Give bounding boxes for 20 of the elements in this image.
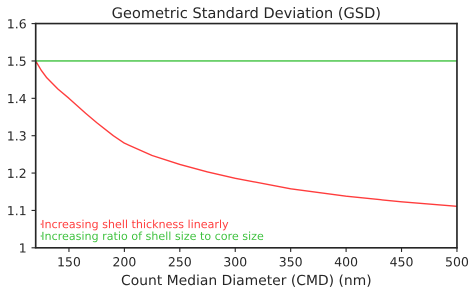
chart-title: Geometric Standard Deviation (GSD) [112, 6, 380, 20]
y-tick-label: 1.1 [8, 206, 26, 216]
y-tick-label: 1.2 [8, 168, 26, 178]
x-tick-label: 200 [113, 257, 136, 267]
x-tick-label: 500 [446, 257, 468, 267]
y-tick-label: 1.5 [8, 56, 26, 66]
x-tick-label: 150 [58, 257, 80, 267]
y-tick-label: 1.6 [8, 19, 26, 29]
legend-label: Increasing shell thickness linearly [42, 220, 228, 230]
y-tick-label: 1 [20, 243, 26, 253]
x-tick-label: 250 [168, 257, 191, 267]
x-tick-label: 350 [280, 257, 302, 267]
y-tick-label: 1.3 [8, 131, 26, 141]
x-tick-label: 400 [334, 257, 358, 267]
y-tick-label: 1.4 [8, 94, 26, 104]
x-tick-label: 450 [390, 257, 413, 267]
line-series [36, 60, 457, 208]
x-tick-label: 300 [224, 257, 246, 267]
x-axis-title: Count Median Diameter (CMD) (nm) [122, 274, 370, 287]
legend-label: Increasing ratio of shell size to core size [42, 231, 264, 242]
